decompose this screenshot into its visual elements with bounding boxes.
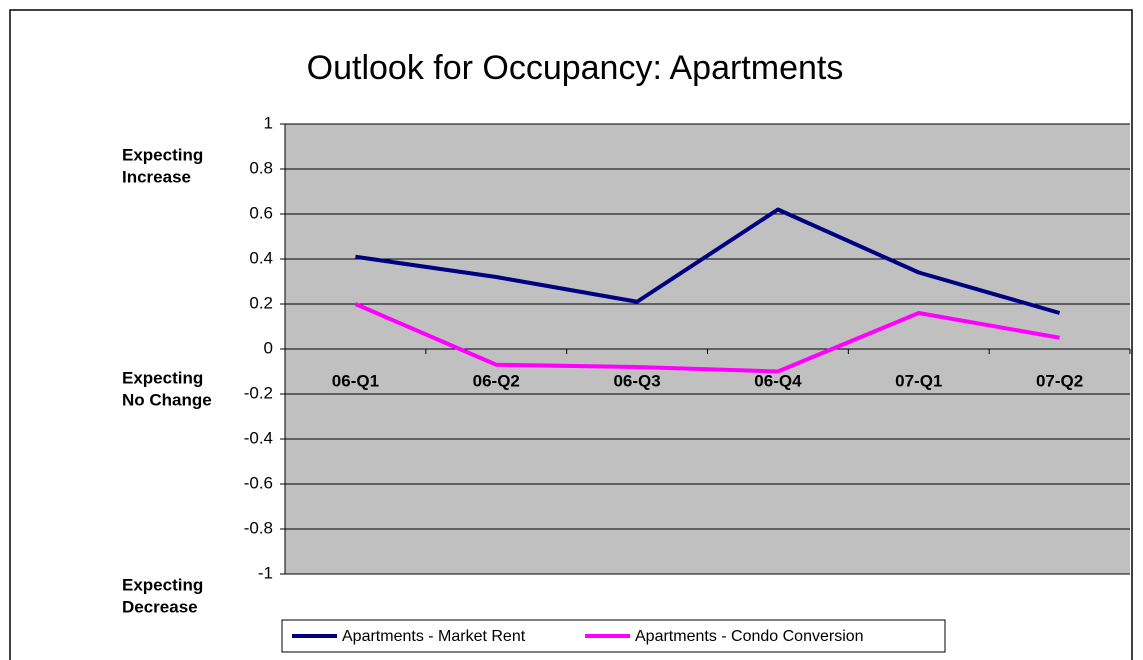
series-line [355,207,1061,315]
chart-title: Outlook for Occupancy: Apartments [307,49,844,87]
annotation: Increase [122,167,191,186]
legend-label: Apartments - Condo Conversion [635,628,864,645]
annotation: Expecting [122,575,203,594]
y-tick-label: 0.8 [249,158,273,177]
y-tick-label: 1 [264,113,273,132]
annotation: Decrease [122,597,198,616]
x-tick-label: 06-Q1 [332,371,379,390]
y-tick-label: 0.6 [249,203,273,222]
y-tick-label: 0.2 [249,293,273,312]
x-tick-label: 06-Q4 [754,371,802,390]
y-tick-label: -0.6 [244,473,273,492]
annotation: Expecting [122,145,203,164]
x-tick-label: 07-Q1 [895,371,942,390]
x-tick-label: 07-Q2 [1036,371,1083,390]
y-tick-label: -0.4 [244,428,273,447]
x-tick-label: 06-Q2 [473,371,520,390]
y-tick-label: -0.2 [244,383,273,402]
series-line [354,302,1060,374]
annotation: No Change [122,390,212,409]
y-tick-label: -0.8 [244,518,273,537]
y-tick-label: 0.4 [249,248,273,267]
x-tick-label: 06-Q3 [613,371,660,390]
y-tick-label: -1 [258,563,273,582]
y-tick-label: 0 [264,338,273,357]
legend-label: Apartments - Market Rent [342,628,526,645]
annotation: Expecting [122,368,203,387]
